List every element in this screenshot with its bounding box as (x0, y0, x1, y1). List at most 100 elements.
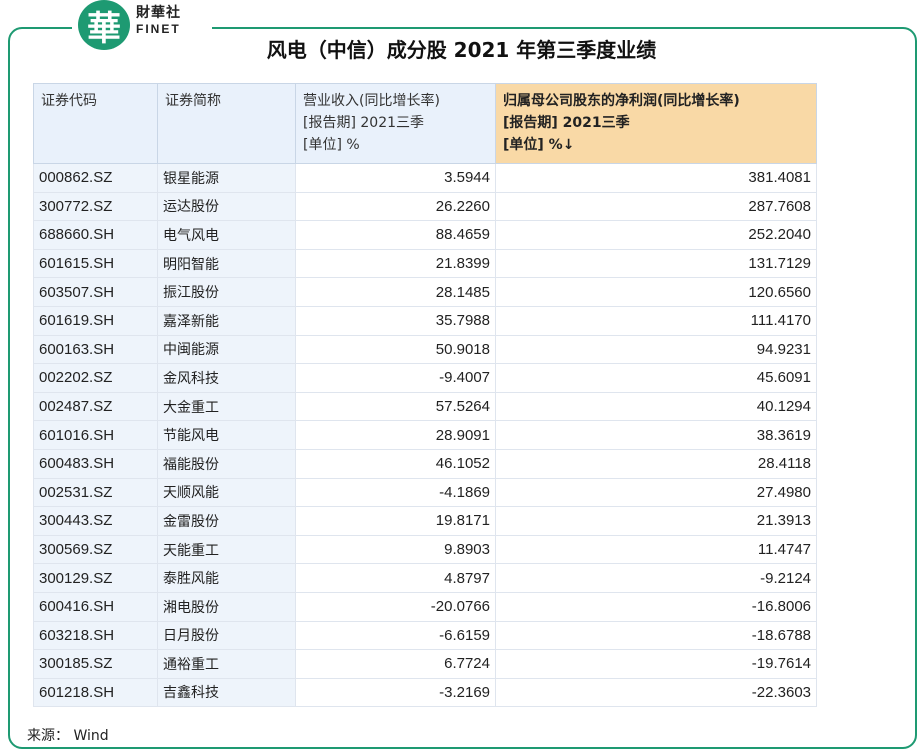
header-line: 营业收入(同比增长率) (303, 93, 440, 109)
cell-net-profit-growth: -16.8006 (495, 591, 817, 622)
cell-revenue-growth: 46.1052 (295, 448, 496, 479)
table-row: 300569.SZ 天能重工 9.8903 11.4747 (33, 534, 817, 565)
table-row: 600163.SH 中闽能源 50.9018 94.9231 (33, 334, 817, 365)
table-row: 300772.SZ 运达股份 26.2260 287.7608 (33, 191, 817, 222)
header-row: 证券代码 证券简称 营业收入(同比增长率) [报告期] 2021三季 [单位] … (33, 83, 817, 164)
header-net-profit-growth[interactable]: 归属母公司股东的净利润(同比增长率) [报告期] 2021三季 [单位] %↓ (495, 83, 817, 164)
table-row: 601016.SH 节能风电 28.9091 38.3619 (33, 420, 817, 450)
header-line: 证券简称 (165, 93, 221, 109)
table-row: 000862.SZ 银星能源 3.5944 381.4081 (33, 163, 817, 193)
cell-name: 天顺风能 (157, 477, 296, 508)
table-row: 601619.SH 嘉泽新能 35.7988 111.4170 (33, 305, 817, 336)
table-row: 002487.SZ 大金重工 57.5264 40.1294 (33, 391, 817, 422)
table-row: 688660.SH 电气风电 88.4659 252.2040 (33, 220, 817, 250)
header-line: 归属母公司股东的净利润(同比增长率) (503, 93, 740, 109)
cell-name: 福能股份 (157, 448, 296, 479)
cell-revenue-growth: 3.5944 (295, 163, 496, 193)
cell-revenue-growth: -6.6159 (295, 620, 496, 651)
cell-revenue-growth: 26.2260 (295, 191, 496, 222)
cell-code: 601619.SH (33, 305, 158, 336)
cell-net-profit-growth: -9.2124 (495, 563, 817, 593)
cell-code: 600163.SH (33, 334, 158, 365)
cell-code: 002531.SZ (33, 477, 158, 508)
cell-code: 002202.SZ (33, 363, 158, 393)
cell-name: 金雷股份 (157, 506, 296, 536)
header-line: [报告期] 2021三季 (303, 115, 425, 131)
cell-name: 电气风电 (157, 220, 296, 250)
cell-revenue-growth: -4.1869 (295, 477, 496, 508)
header-line: [报告期] 2021三季 (503, 115, 630, 131)
cell-name: 大金重工 (157, 391, 296, 422)
cell-revenue-growth: 28.9091 (295, 420, 496, 450)
cell-net-profit-growth: 38.3619 (495, 420, 817, 450)
cell-name: 嘉泽新能 (157, 305, 296, 336)
table-row: 603507.SH 振江股份 28.1485 120.6560 (33, 277, 817, 307)
cell-name: 吉鑫科技 (157, 677, 296, 708)
cell-name: 银星能源 (157, 163, 296, 193)
header-line: 证券代码 (41, 93, 97, 109)
cell-name: 明阳智能 (157, 248, 296, 279)
table-row: 600483.SH 福能股份 46.1052 28.4118 (33, 448, 817, 479)
results-table: 证券代码 证券简称 营业收入(同比增长率) [报告期] 2021三季 [单位] … (33, 83, 817, 708)
table-row: 603218.SH 日月股份 -6.6159 -18.6788 (33, 620, 817, 651)
cell-name: 中闽能源 (157, 334, 296, 365)
cell-net-profit-growth: 45.6091 (495, 363, 817, 393)
cell-revenue-growth: 57.5264 (295, 391, 496, 422)
cell-code: 600483.SH (33, 448, 158, 479)
results-table-container: 证券代码 证券简称 营业收入(同比增长率) [报告期] 2021三季 [单位] … (33, 83, 817, 708)
cell-revenue-growth: -9.4007 (295, 363, 496, 393)
cell-code: 688660.SH (33, 220, 158, 250)
cell-name: 金风科技 (157, 363, 296, 393)
table-body: 000862.SZ 银星能源 3.5944 381.4081 300772.SZ 运达股份… (33, 163, 817, 708)
cell-net-profit-growth: 21.3913 (495, 506, 817, 536)
table-row: 601218.SH 吉鑫科技 -3.2169 -22.3603 (33, 677, 817, 708)
cell-revenue-growth: -20.0766 (295, 591, 496, 622)
cell-code: 603507.SH (33, 277, 158, 307)
cell-revenue-growth: 21.8399 (295, 248, 496, 279)
cell-revenue-growth: 6.7724 (295, 649, 496, 679)
cell-code: 300772.SZ (33, 191, 158, 222)
cell-code: 300129.SZ (33, 563, 158, 593)
cell-net-profit-growth: 381.4081 (495, 163, 817, 193)
cell-name: 湘电股份 (157, 591, 296, 622)
cell-code: 300569.SZ (33, 534, 158, 565)
source-note: 来源： Wind (27, 728, 109, 744)
page-title: 风电（中信）成分股 2021 年第三季度业绩 (266, 38, 657, 62)
cell-revenue-growth: 28.1485 (295, 277, 496, 307)
cell-name: 通裕重工 (157, 649, 296, 679)
cell-revenue-growth: 88.4659 (295, 220, 496, 250)
table-row: 002531.SZ 天顺风能 -4.1869 27.4980 (33, 477, 817, 508)
cell-revenue-growth: 19.8171 (295, 506, 496, 536)
cell-net-profit-growth: 40.1294 (495, 391, 817, 422)
cell-code: 601615.SH (33, 248, 158, 279)
cell-net-profit-growth: 27.4980 (495, 477, 817, 508)
header-revenue-growth[interactable]: 营业收入(同比增长率) [报告期] 2021三季 [单位] % (295, 83, 496, 164)
cell-net-profit-growth: 94.9231 (495, 334, 817, 365)
cell-code: 603218.SH (33, 620, 158, 651)
cell-name: 运达股份 (157, 191, 296, 222)
cell-net-profit-growth: 11.4747 (495, 534, 817, 565)
cell-name: 振江股份 (157, 277, 296, 307)
header-line: [单位] % (303, 137, 360, 153)
cell-code: 600416.SH (33, 591, 158, 622)
table-row: 300129.SZ 泰胜风能 4.8797 -9.2124 (33, 563, 817, 593)
logo-en-text: FINET (136, 22, 181, 36)
table-row: 300185.SZ 通裕重工 6.7724 -19.7614 (33, 649, 817, 679)
cell-revenue-growth: -3.2169 (295, 677, 496, 708)
cell-net-profit-growth: 131.7129 (495, 248, 817, 279)
cell-net-profit-growth: 111.4170 (495, 305, 817, 336)
table-row: 601615.SH 明阳智能 21.8399 131.7129 (33, 248, 817, 279)
header-name[interactable]: 证券简称 (157, 83, 296, 164)
logo-cn-text: 財華社 (136, 5, 181, 21)
table-row: 300443.SZ 金雷股份 19.8171 21.3913 (33, 506, 817, 536)
cell-name: 日月股份 (157, 620, 296, 651)
cell-code: 300185.SZ (33, 649, 158, 679)
cell-name: 节能风电 (157, 420, 296, 450)
cell-code: 601218.SH (33, 677, 158, 708)
header-line: [单位] %↓ (503, 137, 575, 153)
cell-code: 601016.SH (33, 420, 158, 450)
table-row: 002202.SZ 金风科技 -9.4007 45.6091 (33, 363, 817, 393)
cell-revenue-growth: 35.7988 (295, 305, 496, 336)
header-code[interactable]: 证券代码 (33, 83, 158, 164)
cell-name: 泰胜风能 (157, 563, 296, 593)
